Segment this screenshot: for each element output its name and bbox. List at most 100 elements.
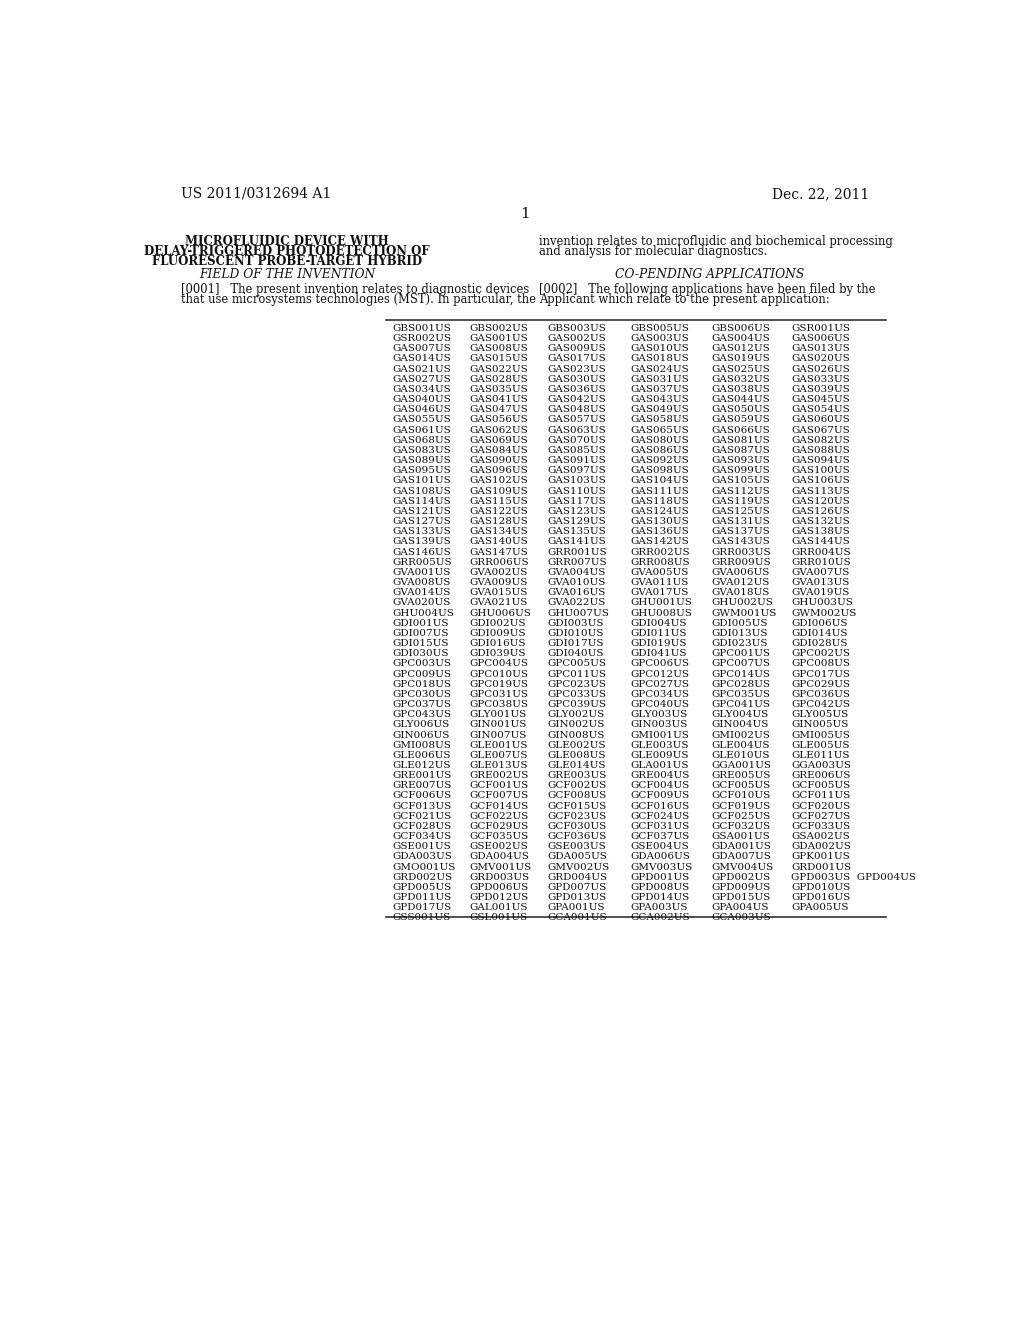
Text: CO-PENDING APPLICATIONS: CO-PENDING APPLICATIONS xyxy=(614,268,804,281)
Text: GBS001US: GBS001US xyxy=(392,323,452,333)
Text: GCF022US: GCF022US xyxy=(470,812,529,821)
Text: GBS003US: GBS003US xyxy=(547,323,606,333)
Text: GHU007US: GHU007US xyxy=(547,609,609,618)
Text: GAS121US: GAS121US xyxy=(392,507,451,516)
Text: GAS140US: GAS140US xyxy=(470,537,528,546)
Text: GPC002US: GPC002US xyxy=(792,649,850,659)
Text: GVA013US: GVA013US xyxy=(792,578,850,587)
Text: GDI040US: GDI040US xyxy=(547,649,604,659)
Text: GPD006US: GPD006US xyxy=(470,883,529,892)
Text: GAS128US: GAS128US xyxy=(470,517,528,527)
Text: GPC003US: GPC003US xyxy=(392,660,452,668)
Text: GAS106US: GAS106US xyxy=(792,477,850,486)
Text: GAS023US: GAS023US xyxy=(547,364,606,374)
Text: GAS042US: GAS042US xyxy=(547,395,606,404)
Text: GPC043US: GPC043US xyxy=(392,710,452,719)
Text: GCF010US: GCF010US xyxy=(712,792,771,800)
Text: GMI001US: GMI001US xyxy=(630,730,689,739)
Text: GCF001US: GCF001US xyxy=(470,781,529,791)
Text: GVA021US: GVA021US xyxy=(470,598,528,607)
Text: GAS027US: GAS027US xyxy=(392,375,451,384)
Text: GCF020US: GCF020US xyxy=(792,801,851,810)
Text: GAS102US: GAS102US xyxy=(470,477,528,486)
Text: GPD012US: GPD012US xyxy=(470,894,529,902)
Text: GIN007US: GIN007US xyxy=(470,730,527,739)
Text: GAS112US: GAS112US xyxy=(712,487,770,495)
Text: GDI011US: GDI011US xyxy=(630,628,687,638)
Text: GCF037US: GCF037US xyxy=(630,832,689,841)
Text: GAS086US: GAS086US xyxy=(630,446,689,455)
Text: GVA008US: GVA008US xyxy=(392,578,451,587)
Text: GPC029US: GPC029US xyxy=(792,680,850,689)
Text: GAS031US: GAS031US xyxy=(630,375,689,384)
Text: GAS065US: GAS065US xyxy=(630,425,689,434)
Text: GDI019US: GDI019US xyxy=(630,639,687,648)
Text: GRE003US: GRE003US xyxy=(547,771,606,780)
Text: GAS114US: GAS114US xyxy=(392,496,451,506)
Text: GPC009US: GPC009US xyxy=(392,669,452,678)
Text: GIN002US: GIN002US xyxy=(547,721,604,730)
Text: GRR010US: GRR010US xyxy=(792,558,851,566)
Text: GDI003US: GDI003US xyxy=(547,619,604,628)
Text: GAS134US: GAS134US xyxy=(470,527,528,536)
Text: GPD003US  GPD004US: GPD003US GPD004US xyxy=(792,873,916,882)
Text: GCF008US: GCF008US xyxy=(547,792,606,800)
Text: FIELD OF THE INVENTION: FIELD OF THE INVENTION xyxy=(199,268,375,281)
Text: GRR006US: GRR006US xyxy=(470,558,529,566)
Text: GAS139US: GAS139US xyxy=(392,537,451,546)
Text: GPD014US: GPD014US xyxy=(630,894,689,902)
Text: GDA004US: GDA004US xyxy=(470,853,529,862)
Text: GPC041US: GPC041US xyxy=(712,700,771,709)
Text: GAS104US: GAS104US xyxy=(630,477,689,486)
Text: GVA011US: GVA011US xyxy=(630,578,688,587)
Text: GDI015US: GDI015US xyxy=(392,639,449,648)
Text: GPD002US: GPD002US xyxy=(712,873,771,882)
Text: GLE012US: GLE012US xyxy=(392,762,451,770)
Text: GLE013US: GLE013US xyxy=(470,762,528,770)
Text: GAS100US: GAS100US xyxy=(792,466,850,475)
Text: GAS119US: GAS119US xyxy=(712,496,770,506)
Text: GPC017US: GPC017US xyxy=(792,669,850,678)
Text: GCF027US: GCF027US xyxy=(792,812,851,821)
Text: GAS024US: GAS024US xyxy=(630,364,689,374)
Text: GCF025US: GCF025US xyxy=(712,812,771,821)
Text: GSE004US: GSE004US xyxy=(630,842,689,851)
Text: GCF029US: GCF029US xyxy=(470,822,529,832)
Text: GLE009US: GLE009US xyxy=(630,751,689,760)
Text: GCF013US: GCF013US xyxy=(392,801,452,810)
Text: GAS061US: GAS061US xyxy=(392,425,451,434)
Text: GPC037US: GPC037US xyxy=(392,700,452,709)
Text: GPD017US: GPD017US xyxy=(392,903,452,912)
Text: GDI010US: GDI010US xyxy=(547,628,604,638)
Text: GPC035US: GPC035US xyxy=(712,690,771,698)
Text: GAS037US: GAS037US xyxy=(630,385,689,393)
Text: GAS132US: GAS132US xyxy=(792,517,850,527)
Text: GAS144US: GAS144US xyxy=(792,537,850,546)
Text: GCF016US: GCF016US xyxy=(630,801,689,810)
Text: GVA020US: GVA020US xyxy=(392,598,451,607)
Text: GCF006US: GCF006US xyxy=(392,792,452,800)
Text: GAS059US: GAS059US xyxy=(712,416,770,425)
Text: GDI009US: GDI009US xyxy=(470,628,526,638)
Text: GPC040US: GPC040US xyxy=(630,700,689,709)
Text: GAS045US: GAS045US xyxy=(792,395,850,404)
Text: GCF023US: GCF023US xyxy=(547,812,606,821)
Text: GAS008US: GAS008US xyxy=(470,345,528,354)
Text: GVA022US: GVA022US xyxy=(547,598,605,607)
Text: GVA006US: GVA006US xyxy=(712,568,770,577)
Text: GCA003US: GCA003US xyxy=(712,913,771,923)
Text: GSL001US: GSL001US xyxy=(470,913,528,923)
Text: GSA001US: GSA001US xyxy=(712,832,770,841)
Text: GLE007US: GLE007US xyxy=(470,751,528,760)
Text: GPC030US: GPC030US xyxy=(392,690,452,698)
Text: GAS120US: GAS120US xyxy=(792,496,850,506)
Text: GLE011US: GLE011US xyxy=(792,751,850,760)
Text: GPK001US: GPK001US xyxy=(792,853,850,862)
Text: GAS080US: GAS080US xyxy=(630,436,689,445)
Text: GIN004US: GIN004US xyxy=(712,721,769,730)
Text: GAS081US: GAS081US xyxy=(712,436,770,445)
Text: GPC038US: GPC038US xyxy=(470,700,528,709)
Text: GDI041US: GDI041US xyxy=(630,649,687,659)
Text: GAS085US: GAS085US xyxy=(547,446,606,455)
Text: US 2011/0312694 A1: US 2011/0312694 A1 xyxy=(180,187,331,201)
